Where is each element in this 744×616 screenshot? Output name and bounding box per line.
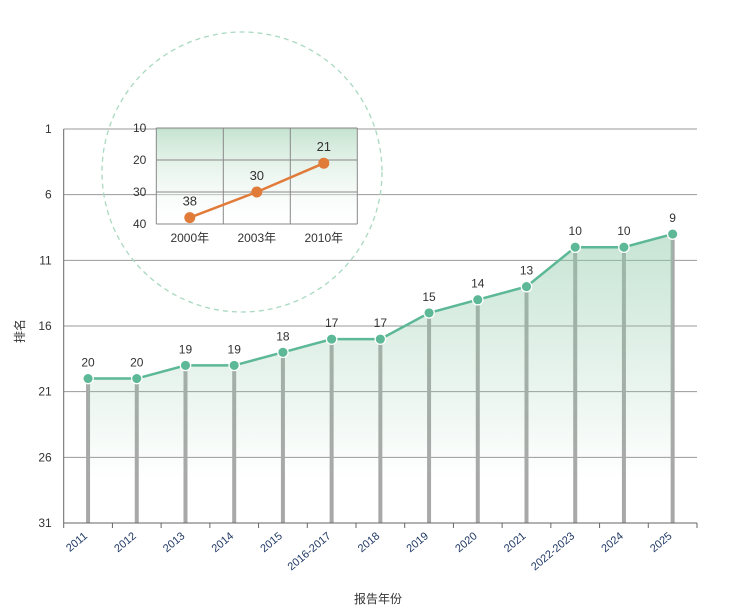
svg-text:排名: 排名: [12, 319, 27, 343]
svg-text:报告年份: 报告年份: [354, 591, 402, 606]
svg-text:11: 11: [39, 253, 52, 267]
svg-text:21: 21: [317, 139, 331, 154]
svg-text:30: 30: [133, 185, 147, 199]
svg-text:20: 20: [81, 356, 95, 370]
svg-text:20: 20: [130, 356, 144, 370]
svg-text:13: 13: [520, 264, 534, 278]
svg-text:26: 26: [38, 450, 52, 464]
svg-text:31: 31: [38, 516, 52, 530]
svg-text:15: 15: [422, 290, 436, 304]
svg-text:10: 10: [133, 121, 147, 135]
svg-text:19: 19: [228, 342, 242, 356]
svg-text:17: 17: [374, 316, 388, 330]
svg-text:2003年: 2003年: [237, 231, 276, 245]
svg-text:21: 21: [38, 385, 52, 399]
svg-text:10: 10: [569, 224, 583, 238]
svg-text:1: 1: [45, 122, 52, 136]
svg-text:6: 6: [45, 188, 52, 202]
svg-text:16: 16: [38, 319, 52, 333]
svg-text:2000年: 2000年: [170, 231, 209, 245]
svg-text:20: 20: [133, 153, 147, 167]
svg-text:40: 40: [133, 217, 147, 231]
svg-text:30: 30: [250, 168, 264, 183]
svg-text:9: 9: [669, 211, 676, 225]
svg-text:17: 17: [325, 316, 339, 330]
svg-text:10: 10: [617, 224, 631, 238]
svg-text:19: 19: [179, 342, 193, 356]
svg-text:14: 14: [471, 277, 485, 291]
svg-text:2010年: 2010年: [304, 231, 343, 245]
svg-text:38: 38: [183, 194, 197, 209]
svg-text:18: 18: [276, 329, 290, 343]
